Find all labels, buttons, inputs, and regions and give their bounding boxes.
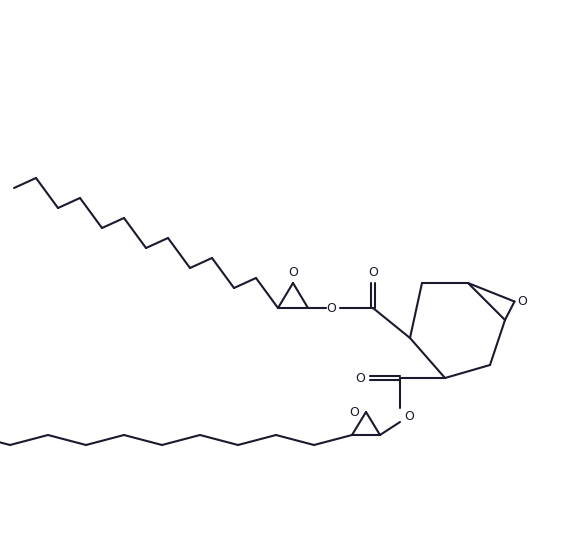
- Text: O: O: [326, 301, 336, 314]
- Text: O: O: [517, 295, 527, 308]
- Text: O: O: [404, 411, 414, 424]
- Text: O: O: [288, 267, 298, 280]
- Text: O: O: [368, 267, 378, 280]
- Text: O: O: [355, 372, 365, 385]
- Text: O: O: [349, 406, 359, 419]
